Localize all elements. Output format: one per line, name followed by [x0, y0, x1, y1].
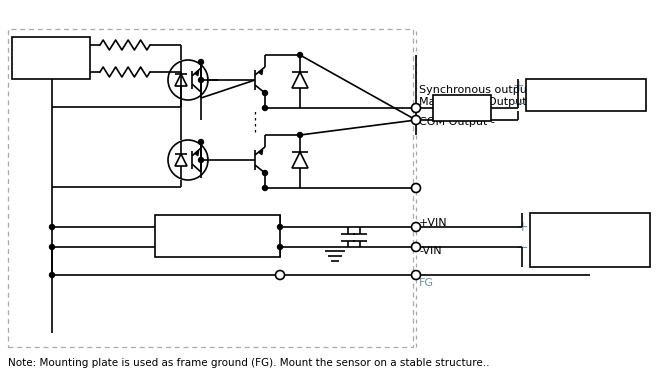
Circle shape — [199, 78, 203, 82]
Circle shape — [263, 90, 268, 96]
Bar — [155, 215, 280, 257]
Circle shape — [263, 186, 268, 190]
Text: -VIN: -VIN — [419, 246, 442, 256]
Circle shape — [411, 270, 420, 279]
Text: +VIN: +VIN — [419, 218, 447, 228]
Bar — [526, 79, 646, 111]
Bar — [530, 213, 650, 267]
Circle shape — [411, 243, 420, 252]
Text: −: − — [516, 240, 528, 255]
Circle shape — [199, 140, 203, 144]
Text: Main
circuit: Main circuit — [32, 44, 70, 72]
Circle shape — [411, 116, 420, 124]
Text: Malfunction Output: Malfunction Output — [419, 97, 526, 107]
Text: Resister: Resister — [438, 102, 486, 114]
Text: Power supply: Power supply — [549, 234, 632, 246]
Circle shape — [276, 270, 284, 279]
Bar — [8, 29, 413, 347]
Text: Power circuit: Power circuit — [179, 230, 255, 243]
Circle shape — [49, 244, 55, 249]
Circle shape — [297, 132, 303, 138]
Circle shape — [49, 225, 55, 230]
Text: +: + — [516, 220, 528, 234]
Circle shape — [278, 244, 282, 249]
Circle shape — [278, 225, 282, 230]
Text: +: + — [512, 79, 524, 93]
Circle shape — [263, 105, 268, 111]
Circle shape — [49, 273, 55, 278]
Bar — [433, 95, 491, 121]
Circle shape — [297, 53, 303, 57]
Text: FG: FG — [419, 278, 434, 288]
Circle shape — [411, 104, 420, 112]
Text: I/O Power supply: I/O Power supply — [537, 88, 636, 102]
Circle shape — [411, 183, 420, 192]
Circle shape — [411, 222, 420, 231]
Circle shape — [199, 158, 203, 162]
Text: COM Output -: COM Output - — [419, 117, 495, 127]
Circle shape — [199, 60, 203, 64]
Text: Synchronous output: Synchronous output — [419, 85, 531, 95]
Circle shape — [263, 171, 268, 176]
Text: −: − — [512, 96, 524, 111]
Bar — [12, 37, 90, 79]
Text: Note: Mounting plate is used as frame ground (FG). Mount the sensor on a stable : Note: Mounting plate is used as frame gr… — [8, 358, 490, 368]
